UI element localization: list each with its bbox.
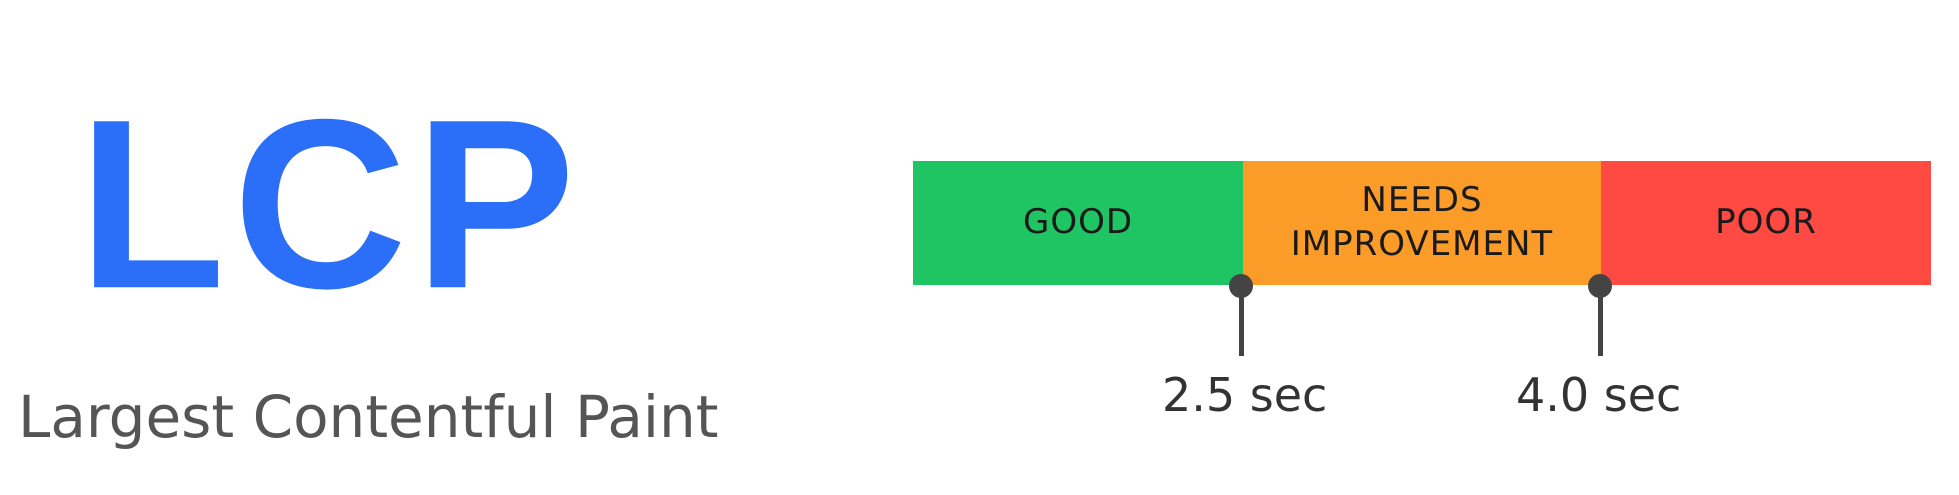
segment-good: GOOD bbox=[913, 161, 1243, 285]
threshold-marker-line bbox=[1598, 286, 1603, 356]
segment-poor: POOR bbox=[1601, 161, 1931, 285]
threshold-marker-2 bbox=[1588, 274, 1612, 358]
segment-needs-improvement-label: NEEDS IMPROVEMENT bbox=[1290, 180, 1554, 264]
segment-needs-improvement: NEEDS IMPROVEMENT bbox=[1243, 161, 1601, 285]
threshold-label-2: 4.0 sec bbox=[1516, 368, 1682, 422]
metric-full-name: Largest Contentful Paint bbox=[18, 383, 719, 451]
threshold-marker-line bbox=[1239, 286, 1244, 356]
metric-acronym: LCP bbox=[78, 70, 583, 340]
threshold-label-1: 2.5 sec bbox=[1162, 368, 1328, 422]
threshold-scale-bar: GOOD NEEDS IMPROVEMENT POOR bbox=[913, 161, 1931, 285]
threshold-marker-1 bbox=[1229, 274, 1253, 358]
